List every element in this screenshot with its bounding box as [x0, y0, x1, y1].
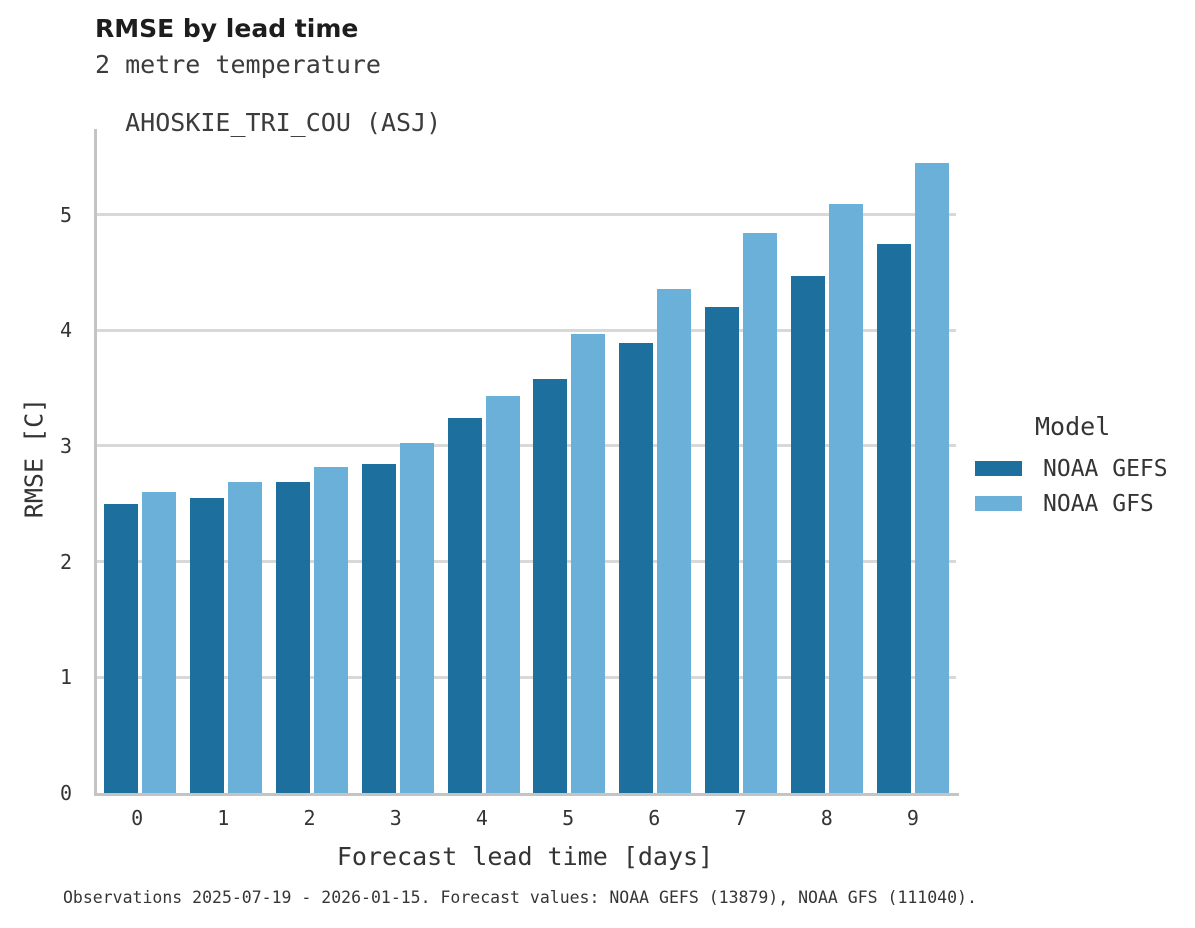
x-tick-label-9: 9	[906, 806, 919, 830]
bar-noaa-gefs-lead-7	[705, 307, 740, 793]
legend-item-noaa-gfs: NOAA GFS	[975, 486, 1195, 521]
bar-group-lead-1	[183, 129, 269, 793]
y-tick-label-1: 1	[59, 665, 72, 690]
bar-group-lead-3	[355, 129, 441, 793]
subtitle-line-2: AHOSKIE_TRI_COU (ASJ)	[125, 108, 442, 137]
bar-noaa-gefs-lead-9	[877, 243, 912, 793]
bar-noaa-gefs-lead-2	[275, 481, 310, 793]
legend-item-noaa-gefs: NOAA GEFS	[975, 451, 1195, 486]
bar-noaa-gfs-lead-7	[743, 233, 778, 793]
x-tick-label-4: 4	[475, 806, 488, 830]
gridline-y-1	[97, 675, 956, 679]
bar-group-lead-7	[698, 129, 784, 793]
bar-noaa-gfs-lead-9	[915, 162, 950, 793]
legend-label: NOAA GFS	[1043, 490, 1154, 517]
bar-noaa-gfs-lead-5	[571, 333, 606, 793]
y-tick-label-3: 3	[59, 433, 72, 458]
bar-noaa-gfs-lead-8	[829, 204, 864, 793]
chart-title: RMSE by lead time	[95, 14, 359, 43]
x-tick-label-5: 5	[562, 806, 575, 830]
bar-noaa-gfs-lead-0	[141, 492, 176, 793]
bar-group-lead-6	[612, 129, 698, 793]
bar-noaa-gefs-lead-4	[447, 418, 482, 793]
x-tick-label-1: 1	[217, 806, 230, 830]
bar-noaa-gfs-lead-1	[227, 481, 262, 793]
y-tick-label-4: 4	[59, 318, 72, 343]
bar-noaa-gefs-lead-8	[791, 275, 826, 793]
x-axis-ticks: 0 1 2 3 4 5 6 7 8 9	[94, 806, 956, 830]
x-tick-label-7: 7	[734, 806, 747, 830]
bar-group-lead-9	[870, 129, 956, 793]
x-tick-label-6: 6	[648, 806, 661, 830]
bar-group-lead-4	[441, 129, 527, 793]
subtitle-line-1: 2 metre temperature	[95, 50, 381, 79]
gridline-y-3	[97, 444, 956, 448]
y-tick-label-0: 0	[59, 781, 72, 805]
y-axis-ticks: 0 1 2 3 4 5	[0, 129, 80, 805]
bar-group-lead-5	[527, 129, 613, 793]
caption: Observations 2025-07-19 - 2026-01-15. Fo…	[63, 888, 977, 907]
y-tick-label-5: 5	[59, 202, 72, 227]
gridline-y-2	[97, 560, 956, 564]
bar-noaa-gefs-lead-0	[103, 503, 138, 793]
x-tick-label-3: 3	[389, 806, 402, 830]
chart-subtitle: 2 metre temperature AHOSKIE_TRI_COU (ASJ…	[95, 50, 441, 137]
bar-noaa-gefs-lead-3	[361, 464, 396, 793]
legend-swatch-noaa-gefs	[975, 461, 1022, 476]
x-tick-label-8: 8	[820, 806, 833, 830]
legend-label: NOAA GEFS	[1043, 455, 1168, 482]
gridline-y-5	[97, 213, 956, 217]
bar-noaa-gefs-lead-5	[533, 378, 568, 793]
bar-noaa-gfs-lead-4	[485, 396, 520, 793]
bar-noaa-gefs-lead-1	[189, 498, 224, 793]
x-axis-title: Forecast lead time [days]	[336, 842, 714, 871]
legend-items: NOAA GEFS NOAA GFS	[975, 451, 1195, 521]
gridline-y-4	[97, 328, 956, 332]
y-axis-spine	[94, 129, 97, 796]
bar-noaa-gfs-lead-3	[399, 442, 434, 793]
bar-group-lead-8	[784, 129, 870, 793]
plot-area	[97, 129, 956, 793]
bar-noaa-gfs-lead-2	[313, 466, 348, 793]
bar-group-lead-2	[269, 129, 355, 793]
y-tick-label-2: 2	[59, 549, 72, 574]
legend-swatch-noaa-gfs	[975, 496, 1022, 511]
bar-group-lead-0	[97, 129, 183, 793]
legend-title: Model	[1035, 412, 1111, 441]
x-tick-label-2: 2	[303, 806, 316, 830]
legend: Model NOAA GEFS NOAA GFS	[975, 412, 1195, 521]
x-axis-spine	[94, 793, 959, 796]
bar-noaa-gfs-lead-6	[657, 288, 692, 793]
bar-noaa-gefs-lead-6	[619, 343, 654, 793]
bar-groups	[97, 129, 956, 793]
x-tick-label-0: 0	[131, 806, 144, 830]
